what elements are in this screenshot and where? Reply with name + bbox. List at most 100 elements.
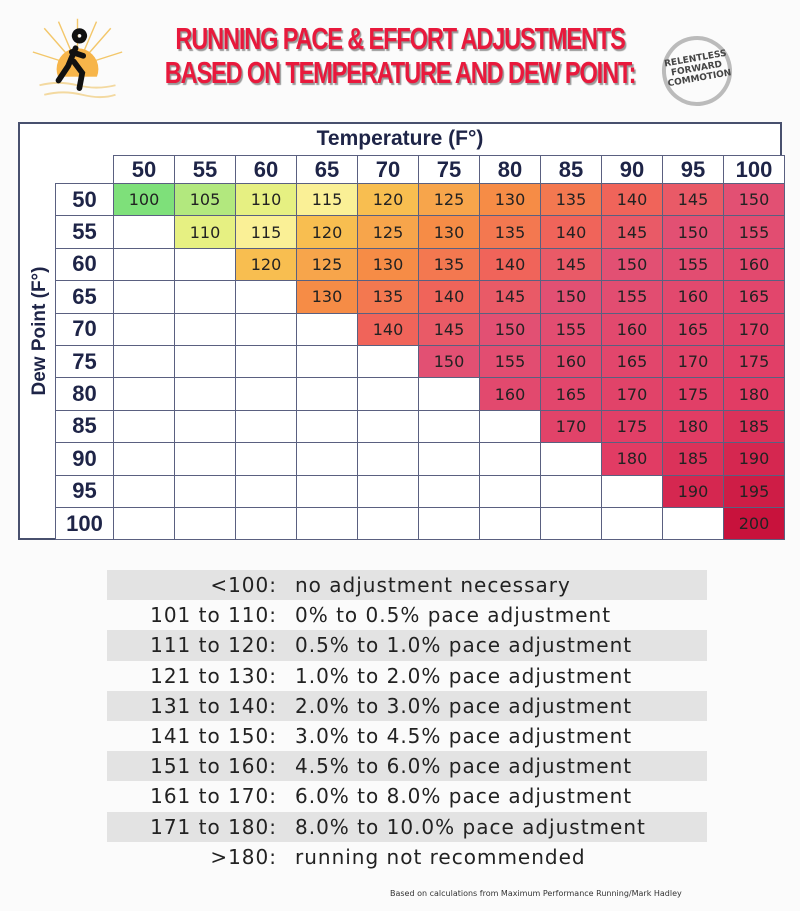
heatmap-cell (174, 442, 236, 476)
heatmap-cell: 180 (723, 377, 785, 411)
heatmap-cell (113, 280, 175, 314)
heatmap-cell (418, 474, 480, 508)
heatmap-cell (540, 442, 602, 476)
heatmap-cell (113, 345, 175, 379)
x-axis-label: Temperature (F°) (316, 127, 484, 150)
legend-description: 0.5% to 1.0% pace adjustment (295, 633, 633, 658)
heatmap-cell (296, 507, 358, 541)
legend-range: 141 to 150: (150, 724, 277, 749)
heatmap-cell: 170 (540, 409, 602, 444)
x-tick-label: 65 (296, 155, 358, 184)
heatmap-cell: 165 (723, 280, 785, 314)
heatmap-cell: 155 (479, 345, 541, 379)
legend-range: 111 to 120: (150, 633, 277, 658)
heatmap-cell: 150 (540, 280, 602, 314)
heatmap-cell: 155 (601, 280, 663, 314)
legend-row: 151 to 160: 4.5% to 6.0% pace adjustment (107, 751, 707, 782)
x-tick-label: 100 (723, 155, 785, 184)
legend-description: 1.0% to 2.0% pace adjustment (295, 663, 633, 688)
heatmap-cell: 190 (723, 442, 785, 476)
heatmap-cell: 135 (540, 183, 602, 217)
legend-range: 161 to 170: (150, 784, 277, 809)
legend-description: 2.0% to 3.0% pace adjustment (295, 693, 633, 718)
y-tick-label: 50 (55, 183, 114, 217)
heatmap-cell: 185 (723, 409, 785, 444)
legend-range: 151 to 160: (150, 754, 277, 779)
heatmap-cell (296, 442, 358, 476)
heatmap-cell (418, 507, 480, 541)
legend-range: 121 to 130: (150, 663, 277, 688)
heatmap-cell: 140 (418, 280, 480, 314)
heatmap-cell (418, 409, 480, 444)
legend-description: 3.0% to 4.5% pace adjustment (295, 724, 633, 749)
heatmap-cell: 140 (357, 312, 419, 346)
heatmap-cell: 115 (235, 215, 297, 249)
y-tick-label: 55 (55, 215, 114, 249)
heatmap-cell (479, 474, 541, 508)
heatmap-cell (296, 312, 358, 346)
heatmap-cell: 160 (540, 345, 602, 379)
heatmap-cell (479, 442, 541, 476)
heatmap-cell: 150 (601, 247, 663, 282)
heatmap-cell (357, 507, 419, 541)
heatmap-cell: 175 (662, 377, 724, 411)
heatmap-cell: 145 (540, 247, 602, 282)
heatmap-cell: 145 (601, 215, 663, 249)
heatmap-cell: 120 (296, 215, 358, 249)
heatmap-cell (540, 474, 602, 508)
heatmap-cell: 110 (235, 183, 297, 217)
runner-sun-logo (30, 18, 125, 109)
title-line-1: RUNNING PACE & EFFORT ADJUSTMENTS (175, 21, 625, 56)
heatmap-cell (540, 507, 602, 541)
heatmap-cell: 150 (662, 215, 724, 249)
heatmap-cell (113, 474, 175, 508)
legend-table: <100: no adjustment necessary 101 to 110: 0… (107, 570, 707, 872)
legend-description: 8.0% to 10.0% pace adjustment (295, 814, 646, 839)
legend-row: 161 to 170: 6.0% to 8.0% pace adjustment (107, 781, 707, 811)
heatmap-cell (662, 507, 724, 541)
heatmap-cell (235, 312, 297, 346)
heatmap-cell: 120 (235, 247, 297, 282)
y-axis-label: Dew Point (F°) (29, 266, 50, 396)
heatmap-cell (418, 377, 480, 411)
x-tick-label: 55 (174, 155, 236, 184)
heatmap-cell: 125 (357, 215, 419, 249)
legend-range: <100: (210, 573, 277, 598)
legend-range: 101 to 110: (150, 603, 277, 628)
y-tick-label: 65 (55, 280, 114, 314)
heatmap-cell (357, 442, 419, 476)
heatmap-cell: 170 (601, 377, 663, 411)
heatmap-cell: 165 (601, 345, 663, 379)
legend-description: running not recommended (295, 844, 586, 869)
heatmap-cell (235, 442, 297, 476)
heatmap-cell (235, 474, 297, 508)
legend-range: 171 to 180: (150, 814, 277, 839)
heatmap-cell (113, 215, 175, 249)
heatmap-cell (357, 345, 419, 379)
heatmap-cell: 180 (662, 409, 724, 444)
legend-description: 4.5% to 6.0% pace adjustment (295, 754, 633, 779)
page-title: RUNNING PACE & EFFORT ADJUSTMENTS BASED … (134, 22, 666, 90)
heatmap-cell (235, 280, 297, 314)
heatmap-cell (174, 409, 236, 444)
y-tick-label: 100 (55, 507, 114, 541)
heatmap-cell (174, 312, 236, 346)
heatmap-cell (235, 377, 297, 411)
x-tick-label: 85 (540, 155, 602, 184)
heatmap-cell: 200 (723, 507, 785, 541)
heatmap-cell: 125 (296, 247, 358, 282)
legend-description: 6.0% to 8.0% pace adjustment (295, 784, 633, 809)
heatmap-cell: 140 (479, 247, 541, 282)
heatmap-cell: 185 (662, 442, 724, 476)
y-tick-label: 60 (55, 247, 114, 282)
heatmap-cell: 125 (418, 183, 480, 217)
heatmap-cell (113, 312, 175, 346)
heatmap-cell (357, 377, 419, 411)
heatmap-cell: 165 (662, 312, 724, 346)
y-tick-label: 80 (55, 377, 114, 411)
legend-row: 101 to 110: 0% to 0.5% pace adjustment (107, 600, 707, 630)
y-tick-label: 75 (55, 345, 114, 379)
heatmap-cell (113, 377, 175, 411)
heatmap-cell: 135 (479, 215, 541, 249)
heatmap-cell: 150 (723, 183, 785, 217)
